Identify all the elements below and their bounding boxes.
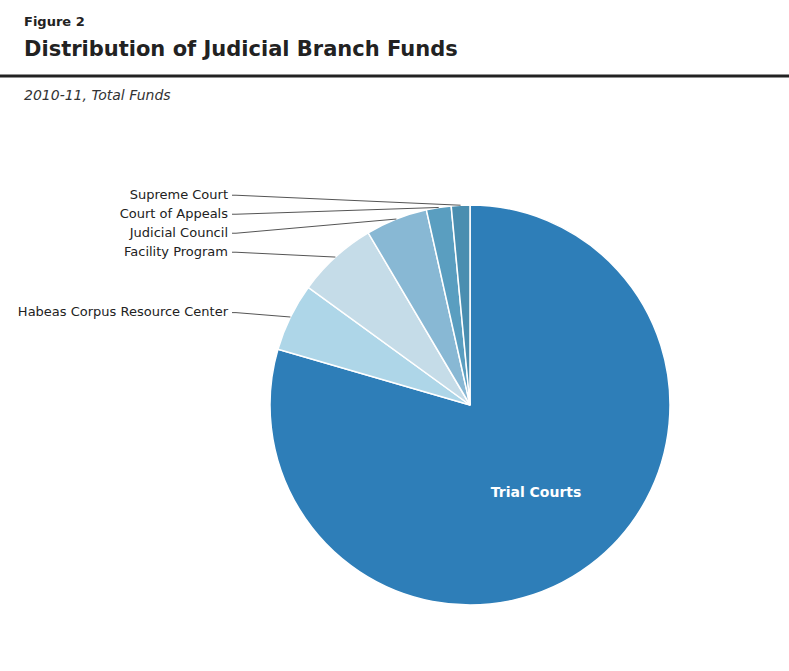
- slice-label: Supreme Court: [130, 187, 228, 202]
- background: [0, 0, 789, 671]
- title-label: Figure 2: [24, 14, 85, 29]
- slice: [270, 205, 670, 605]
- slice-label: Trial Courts: [491, 484, 582, 500]
- leader-line: [232, 207, 439, 214]
- slice-label: Judicial Council: [129, 225, 228, 240]
- slice-label: Facility Program: [124, 244, 228, 259]
- leader-line: [232, 219, 396, 233]
- slice: [426, 206, 470, 405]
- title: Distribution of Judicial Branch Funds: [24, 37, 458, 61]
- subtitle: 2010-11, Total Funds: [24, 87, 171, 103]
- leader-line: [232, 313, 290, 317]
- pie: [270, 205, 670, 605]
- leader-line: [232, 252, 335, 257]
- header-rule: [0, 75, 789, 78]
- slice-label: Court of Appeals: [120, 206, 228, 221]
- slice-label: Habeas Corpus Resource Center: [18, 304, 229, 319]
- chart: Figure 2 Distribution of Judicial Branch …: [0, 0, 789, 671]
- slice: [451, 205, 470, 405]
- labels: Trial Courts Supreme Court Court of Appeal…: [18, 187, 581, 500]
- leader-line: [232, 195, 461, 205]
